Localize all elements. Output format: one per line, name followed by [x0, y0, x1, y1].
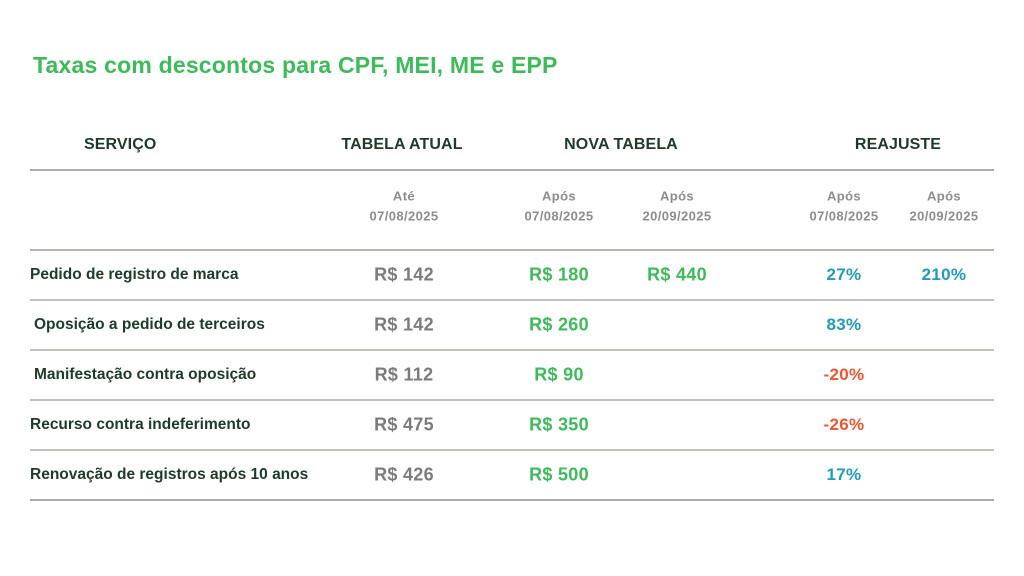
current-fee: R$ 142	[374, 264, 434, 285]
new-fee-after-aug: R$ 350	[529, 414, 589, 435]
subheader-reajuste-apos-1: Após 07/08/2025	[809, 187, 878, 234]
page-title: Taxas com descontos para CPF, MEI, ME e …	[33, 52, 558, 78]
adjustment-after-aug: -26%	[823, 415, 865, 434]
column-header-servico: SERVIÇO	[84, 135, 157, 153]
service-name: Pedido de registro de marca	[30, 266, 239, 283]
new-fee-after-aug: R$ 180	[529, 264, 589, 285]
table-row: Renovação de registros após 10 anos R$ 4…	[30, 451, 994, 501]
adjustment-after-aug: 83%	[826, 315, 862, 334]
subheader-label: Até	[392, 188, 416, 204]
subheader-date: 20/09/2025	[642, 208, 712, 223]
subheader-atual-ate: Até 07/08/2025	[369, 187, 438, 234]
new-fee-after-aug: R$ 500	[529, 464, 589, 485]
subheader-date: 20/09/2025	[909, 208, 979, 223]
column-header-reajuste: REAJUSTE	[854, 135, 942, 153]
subheader-label: Após	[926, 188, 962, 204]
current-fee: R$ 475	[374, 414, 434, 435]
service-name: Oposição a pedido de terceiros	[34, 316, 265, 333]
current-fee: R$ 142	[374, 314, 434, 335]
new-fee-after-sep: R$ 440	[647, 264, 707, 285]
new-fee-after-aug: R$ 260	[529, 314, 589, 335]
column-header-tabela-atual: TABELA ATUAL	[341, 135, 463, 153]
service-name: Renovação de registros após 10 anos	[30, 466, 309, 483]
new-fee-after-aug: R$ 90	[534, 364, 584, 385]
table-header-row: SERVIÇO TABELA ATUAL NOVA TABELA REAJUST…	[30, 120, 994, 171]
subheader-nova-apos-1: Após 07/08/2025	[524, 187, 593, 234]
subheader-date: 07/08/2025	[524, 208, 594, 223]
adjustment-after-aug: 27%	[826, 265, 862, 284]
subheader-label: Após	[541, 188, 577, 204]
current-fee: R$ 426	[374, 464, 434, 485]
subheader-date: 07/08/2025	[369, 208, 439, 223]
table-row: Oposição a pedido de terceiros R$ 142 R$…	[30, 301, 994, 351]
subheader-nova-apos-2: Após 20/09/2025	[642, 187, 711, 234]
service-name: Manifestação contra oposição	[34, 366, 257, 383]
subheader-date: 07/08/2025	[809, 208, 879, 223]
fees-table: SERVIÇO TABELA ATUAL NOVA TABELA REAJUST…	[30, 120, 994, 501]
adjustment-after-aug: -20%	[823, 365, 865, 384]
service-name: Recurso contra indeferimento	[30, 416, 251, 433]
table-row: Pedido de registro de marca R$ 142 R$ 18…	[30, 251, 994, 301]
table-row: Recurso contra indeferimento R$ 475 R$ 3…	[30, 401, 994, 451]
adjustment-after-sep: 210%	[921, 265, 967, 284]
table-subheader-row: Até 07/08/2025 Após 07/08/2025 Após 20/0…	[30, 171, 994, 251]
column-header-nova-tabela: NOVA TABELA	[564, 135, 678, 153]
adjustment-after-aug: 17%	[826, 465, 862, 484]
current-fee: R$ 112	[374, 364, 434, 385]
subheader-label: Após	[826, 188, 862, 204]
table-row: Manifestação contra oposição R$ 112 R$ 9…	[30, 351, 994, 401]
subheader-reajuste-apos-2: Após 20/09/2025	[909, 187, 978, 234]
subheader-label: Após	[659, 188, 695, 204]
